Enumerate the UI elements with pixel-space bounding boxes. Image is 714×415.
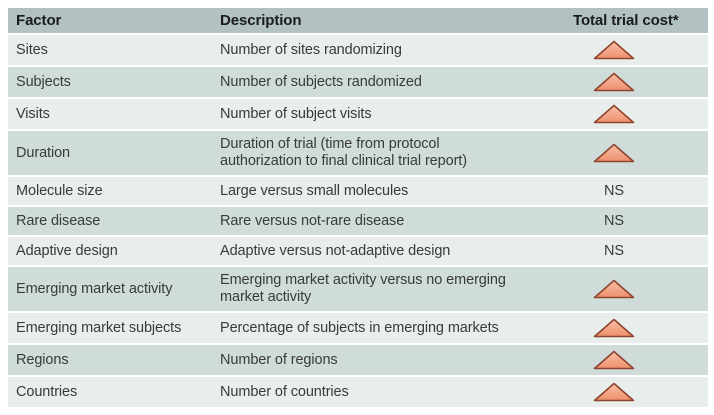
cost-cell [573, 99, 708, 129]
cost-indicator-box [573, 350, 655, 370]
cost-increase-triangle-icon [593, 279, 635, 299]
ns-label: NS [604, 212, 624, 229]
cost-cell [573, 67, 708, 97]
cost-increase-triangle-icon [593, 350, 635, 370]
column-header-description: Description [220, 12, 302, 29]
table-row: Visits Number of subject visits [8, 99, 708, 129]
factor-cell: Regions [16, 351, 69, 368]
description-cell: Number of regions [220, 351, 338, 368]
cost-cell [573, 313, 708, 343]
description-cell: Number of sites randomizing [220, 41, 402, 58]
table-row: Sites Number of sites randomizing [8, 35, 708, 65]
table-row: Subjects Number of subjects randomized [8, 67, 708, 97]
table-header-row: Factor Description Total trial cost* [8, 8, 708, 33]
cost-cell: NS [573, 177, 708, 205]
factor-cell: Emerging market subjects [16, 319, 182, 336]
table-row: Adaptive design Adaptive versus not-adap… [8, 237, 708, 265]
cost-indicator-box: NS [573, 183, 655, 200]
factor-cell: Sites [16, 41, 48, 58]
description-cell: Number of countries [220, 383, 349, 400]
cost-increase-triangle-icon [593, 72, 635, 92]
cost-increase-triangle-icon [593, 40, 635, 60]
factor-cell: Duration [16, 144, 71, 161]
cost-increase-triangle-icon [593, 382, 635, 402]
cost-cell [573, 345, 708, 375]
cost-indicator-box [573, 143, 655, 163]
ns-label: NS [604, 182, 624, 199]
cost-indicator-box: NS [573, 213, 655, 230]
cost-increase-triangle-icon [593, 318, 635, 338]
factor-cell: Molecule size [16, 182, 103, 199]
table-row: Molecule size Large versus small molecul… [8, 177, 708, 205]
factor-cell: Visits [16, 105, 50, 122]
table-row: Countries Number of countries [8, 377, 708, 407]
cost-cell [573, 377, 708, 407]
description-cell: Duration of trial (time from protocol au… [220, 136, 467, 169]
cost-indicator-box [573, 72, 655, 92]
cost-cell: NS [573, 237, 708, 265]
cost-increase-triangle-icon [593, 104, 635, 124]
table-row: Duration Duration of trial (time from pr… [8, 131, 708, 175]
ns-label: NS [604, 242, 624, 259]
description-cell: Large versus small molecules [220, 182, 409, 199]
description-cell: Number of subject visits [220, 105, 372, 122]
cost-cell [573, 131, 708, 175]
cost-indicator-box [573, 382, 655, 402]
cost-indicator-box [573, 40, 655, 60]
description-cell: Number of subjects randomized [220, 73, 422, 90]
description-cell: Percentage of subjects in emerging marke… [220, 319, 499, 336]
cost-cell [573, 35, 708, 65]
trial-cost-factor-table: Factor Description Total trial cost* Sit… [8, 8, 708, 407]
factor-cell: Rare disease [16, 212, 101, 229]
cost-indicator-box [573, 318, 655, 338]
cost-increase-triangle-icon [593, 143, 635, 163]
description-cell: Emerging market activity versus no emerg… [220, 272, 506, 305]
factor-cell: Emerging market activity [16, 280, 173, 297]
cost-cell: NS [573, 207, 708, 235]
factor-cell: Subjects [16, 73, 71, 90]
description-cell: Adaptive versus not-adaptive design [220, 242, 451, 259]
factor-cell: Adaptive design [16, 242, 118, 259]
factor-cell: Countries [16, 383, 78, 400]
column-header-factor: Factor [16, 12, 62, 29]
cost-indicator-box [573, 279, 655, 299]
table-row: Emerging market activity Emerging market… [8, 267, 708, 311]
table-row: Regions Number of regions [8, 345, 708, 375]
column-header-total-trial-cost: Total trial cost* [573, 12, 679, 29]
cost-cell [573, 267, 708, 311]
table-row: Rare disease Rare versus not-rare diseas… [8, 207, 708, 235]
table-row: Emerging market subjects Percentage of s… [8, 313, 708, 343]
cost-indicator-box [573, 104, 655, 124]
cost-indicator-box: NS [573, 243, 655, 260]
description-cell: Rare versus not-rare disease [220, 212, 405, 229]
